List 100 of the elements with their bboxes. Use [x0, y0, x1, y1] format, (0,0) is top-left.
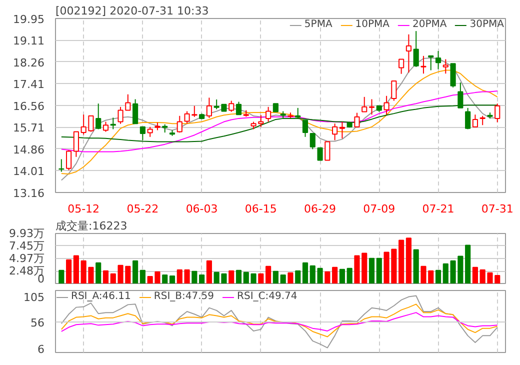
bar	[132, 260, 138, 284]
bar	[228, 270, 234, 284]
bar	[192, 270, 198, 284]
candlestick	[368, 98, 375, 116]
candlestick	[176, 115, 182, 134]
bar	[272, 270, 278, 284]
y-tick-label: 15.71	[13, 122, 45, 135]
bar	[398, 240, 404, 284]
chart-title: 成交量:16223	[56, 220, 128, 232]
candlestick	[406, 34, 412, 74]
candlestick	[339, 121, 345, 139]
y-tick-label: 13.16	[13, 187, 45, 200]
y-tick-label: 6	[38, 342, 44, 356]
bar	[376, 258, 382, 284]
line-series	[60, 312, 498, 332]
y-tick-label: 18.26	[13, 56, 45, 70]
bar	[302, 262, 308, 284]
candlestick	[384, 95, 390, 116]
y-tick-label: 14.01	[13, 165, 45, 178]
bar	[96, 262, 102, 284]
bar	[435, 270, 442, 284]
candlestick	[435, 50, 442, 70]
candlestick	[362, 96, 368, 112]
candlestick	[354, 112, 360, 128]
bar	[288, 272, 294, 284]
legend-label: 10PMA	[355, 19, 390, 30]
x-tick-label: 07-09	[363, 202, 396, 216]
candlestick	[458, 82, 464, 108]
candlestick	[413, 30, 419, 68]
candlestick	[442, 58, 448, 74]
y-tick-label: 14.86	[13, 143, 45, 156]
y-tick-label: 56	[30, 316, 45, 330]
bar	[58, 270, 64, 284]
candlestick	[317, 147, 323, 161]
legend-label: RSI_B:47.59	[154, 291, 214, 302]
candlestick	[66, 150, 72, 171]
bar	[236, 270, 242, 284]
y-tick-label: 7.45万	[9, 239, 45, 252]
y-tick-label: 17.41	[13, 78, 45, 92]
candlestick	[332, 123, 338, 141]
x-tick-label: 07-31	[481, 202, 514, 216]
legend-label: 30PMA	[470, 19, 504, 30]
bar	[102, 270, 109, 284]
x-tick-label: 05-12	[68, 202, 100, 216]
bar	[73, 255, 79, 284]
bar	[258, 273, 264, 284]
legend-label: RSI_C:49.74	[237, 291, 298, 302]
bar	[339, 268, 345, 284]
candlestick	[236, 101, 242, 116]
bar	[346, 268, 352, 284]
bar	[199, 274, 205, 284]
y-tick-label: 4.97万	[9, 252, 45, 265]
legend-label: 20PMA	[412, 19, 447, 30]
candlestick	[472, 114, 478, 128]
x-tick-label: 06-15	[244, 202, 277, 216]
candlestick	[266, 106, 272, 122]
x-tick-label: 06-29	[304, 202, 336, 216]
bar	[332, 266, 338, 284]
line-series	[60, 304, 498, 338]
y-tick-label: 19.11	[13, 34, 45, 48]
candlestick	[206, 97, 212, 118]
candlestick	[324, 141, 330, 161]
bar	[266, 266, 272, 284]
line-series	[60, 90, 498, 152]
y-tick-label: 16.56	[13, 100, 45, 113]
candlestick	[420, 55, 426, 74]
candlestick	[295, 107, 301, 119]
bar	[140, 270, 146, 284]
candlestick	[450, 63, 456, 88]
candlestick	[465, 107, 471, 130]
bar	[406, 238, 412, 284]
candlestick	[480, 115, 486, 126]
bar	[162, 274, 168, 284]
x-tick-label: 05-22	[126, 202, 159, 216]
candlestick	[391, 80, 397, 102]
candlestick	[147, 126, 153, 138]
y-tick-label: 9.93万	[9, 227, 45, 240]
chart-title: [002192] 2020-07-31 10:33	[56, 4, 209, 18]
candlestick	[73, 131, 79, 158]
candlestick	[102, 121, 109, 132]
bar	[472, 266, 478, 284]
bar	[324, 271, 330, 284]
candlestick	[228, 100, 234, 112]
bar	[280, 274, 286, 284]
bar	[169, 275, 176, 284]
legend-label: RSI_A:46.11	[71, 291, 131, 302]
bar	[465, 244, 471, 284]
bar	[206, 260, 212, 284]
candlestick	[310, 133, 316, 150]
candlestick	[258, 114, 264, 128]
x-tick-label: 07-21	[422, 202, 454, 216]
candlestick	[140, 126, 146, 141]
candlestick	[110, 117, 116, 130]
candlestick	[302, 120, 308, 138]
y-tick-label: 19.95	[13, 13, 45, 26]
legend-label: 5PMA	[304, 19, 332, 30]
x-tick-label: 06-03	[186, 202, 218, 216]
bar	[295, 270, 301, 284]
bar	[66, 259, 72, 284]
candlestick	[96, 103, 102, 130]
